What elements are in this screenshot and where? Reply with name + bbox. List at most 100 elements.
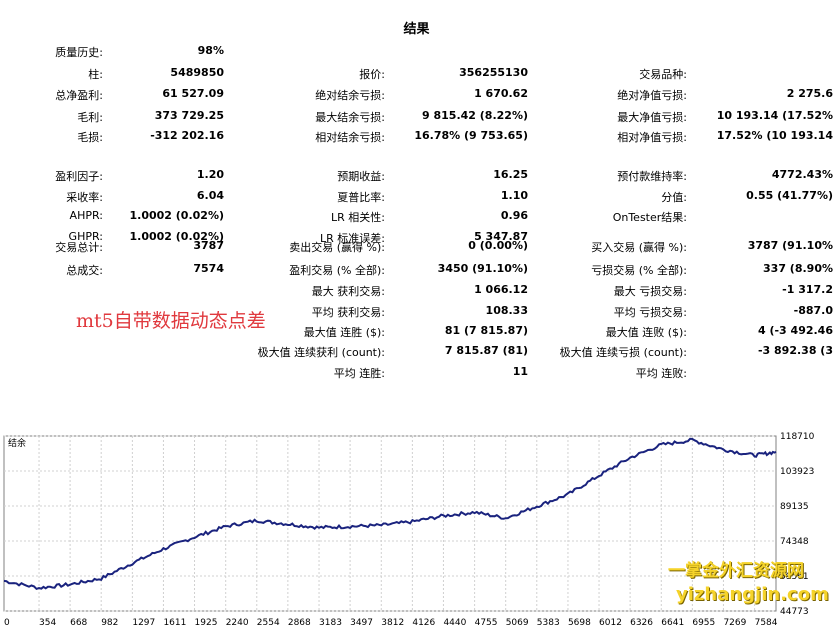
stat-value: -312 202.16 <box>150 129 224 142</box>
x-tick-label: 4755 <box>475 618 498 628</box>
stat-label: 采收率: <box>66 191 103 204</box>
stat-label: 极大值 连续亏损 (count): <box>559 346 687 359</box>
stat-label: 卖出交易 (赢得 %): <box>289 241 385 254</box>
stat-label: 最大 亏损交易: <box>613 285 687 298</box>
x-tick-label: 7584 <box>755 618 778 628</box>
overlay-caption: mt5自带数据动态点差 <box>76 310 266 332</box>
stat-value: 337 (8.90% <box>763 262 833 275</box>
stat-label: 绝对结余亏损: <box>315 89 385 102</box>
x-tick-label: 2240 <box>226 618 249 628</box>
stat-label: OnTester结果: <box>612 211 687 224</box>
stat-label: 最大净值亏损: <box>617 111 687 124</box>
stat-label: 柱: <box>88 68 103 81</box>
stat-value: 6.04 <box>196 189 224 202</box>
stat-value: 4772.43% <box>771 168 833 181</box>
x-tick-label: 5698 <box>568 618 591 628</box>
stat-label: 夏普比率: <box>337 191 385 204</box>
chart-title: 结余 <box>8 437 26 449</box>
stat-label: LR 标准误差: <box>320 232 385 245</box>
stat-value: 5 347.87 <box>474 230 528 243</box>
stat-label: 平均 亏损交易: <box>613 306 687 319</box>
stat-value: -887.0 <box>793 304 833 317</box>
x-tick-label: 0 <box>4 618 10 628</box>
stat-value: 16.78% (9 753.65) <box>414 129 528 142</box>
stat-label: 质量历史: <box>55 46 103 59</box>
x-tick-label: 1611 <box>163 618 186 628</box>
stat-value: 4 (-3 492.46 <box>757 324 833 337</box>
stat-label: 预期收益: <box>337 170 385 183</box>
stat-value: 0.55 (41.77%) <box>746 189 833 202</box>
stat-label: 预付款维持率: <box>617 170 687 183</box>
stat-value: 356255130 <box>459 66 528 79</box>
stat-value: 373 729.25 <box>154 109 224 122</box>
stat-label: AHPR: <box>69 209 103 222</box>
stat-label: 平均 连败: <box>635 367 687 380</box>
stat-label: GHPR: <box>68 230 103 243</box>
stat-label: 毛损: <box>77 131 103 144</box>
x-tick-label: 354 <box>39 618 56 628</box>
stat-label: 报价: <box>359 68 385 81</box>
stat-value: 1 066.12 <box>474 283 528 296</box>
stat-value: 1.0002 (0.02%) <box>129 230 225 243</box>
x-tick-label: 6641 <box>661 618 684 628</box>
y-tick-label: 118710 <box>780 432 815 442</box>
stat-value: 10 193.14 (17.52% <box>716 109 833 122</box>
stat-label: 交易品种: <box>639 68 687 81</box>
stat-label: 最大结余亏损: <box>315 111 385 124</box>
series-line-balance <box>3 437 777 591</box>
stat-label: 绝对净值亏损: <box>617 89 687 102</box>
x-tick-label: 4440 <box>443 618 466 628</box>
stat-value: 3787 <box>193 239 224 252</box>
x-tick-label: 3812 <box>381 618 404 628</box>
stat-label: 相对净值亏损: <box>617 131 687 144</box>
x-tick-label: 1297 <box>132 618 155 628</box>
x-tick-label: 2554 <box>257 618 280 628</box>
stat-label: 总成交: <box>66 264 103 277</box>
y-tick-label: 103923 <box>780 467 814 477</box>
stat-value: 61 527.09 <box>162 87 224 100</box>
stat-value: 1.0002 (0.02%) <box>129 209 225 222</box>
x-tick-label: 668 <box>70 618 87 628</box>
stat-value: 3787 (91.10% <box>747 239 833 252</box>
report-title: 结果 <box>403 22 430 37</box>
stat-value: 2 275.6 <box>786 87 833 100</box>
stat-label: 总净盈利: <box>55 89 103 102</box>
stat-value: 17.52% (10 193.14 <box>716 129 833 142</box>
stat-label: 平均 连胜: <box>333 367 385 380</box>
stat-label: 最大 获利交易: <box>311 285 385 298</box>
stat-value: 16.25 <box>493 168 528 181</box>
x-tick-label: 1925 <box>195 618 218 628</box>
stat-label: 毛利: <box>77 111 103 124</box>
x-tick-label: 982 <box>101 618 118 628</box>
stat-value: -1 317.2 <box>782 283 833 296</box>
y-tick-label: 44773 <box>780 607 809 617</box>
stat-label: 相对结余亏损: <box>315 131 385 144</box>
stat-value: 7574 <box>193 262 224 275</box>
stat-label: LR 相关性: <box>331 211 385 224</box>
stat-label: 最大值 连胜 ($): <box>303 326 385 339</box>
stat-label: 盈利交易 (% 全部): <box>289 264 385 277</box>
y-tick-label: 74348 <box>780 537 809 547</box>
stat-label: 买入交易 (赢得 %): <box>591 241 687 254</box>
x-tick-label: 3183 <box>319 618 342 628</box>
stat-value: 98% <box>197 44 224 57</box>
stat-value: 1 670.62 <box>474 87 528 100</box>
x-tick-label: 6012 <box>599 618 622 628</box>
x-tick-label: 5069 <box>506 618 529 628</box>
watermark-line1: 一掌金外汇资源网 <box>668 561 804 581</box>
balance-chart: 0 354 668 982 1297 1611 1925 2240 2554 2868 3183 34… <box>3 432 815 628</box>
stat-label: 分值: <box>661 191 687 204</box>
x-tick-label: 4126 <box>412 618 435 628</box>
x-tick-label: 3497 <box>350 618 373 628</box>
stat-value: 1.10 <box>500 189 528 202</box>
stat-value: 7 815.87 (81) <box>444 344 528 357</box>
stat-label: 极大值 连续获利 (count): <box>257 346 385 359</box>
stat-label: 亏损交易 (% 全部): <box>591 264 687 277</box>
x-tick-label: 7269 <box>723 618 746 628</box>
x-tick-label: 5383 <box>537 618 560 628</box>
x-tick-label: 6326 <box>630 618 653 628</box>
stat-value: 0 (0.00%) <box>468 239 528 252</box>
stat-value: 1.20 <box>196 168 224 181</box>
stat-value: 81 (7 815.87) <box>444 324 528 337</box>
stat-value: 5489850 <box>170 66 224 79</box>
